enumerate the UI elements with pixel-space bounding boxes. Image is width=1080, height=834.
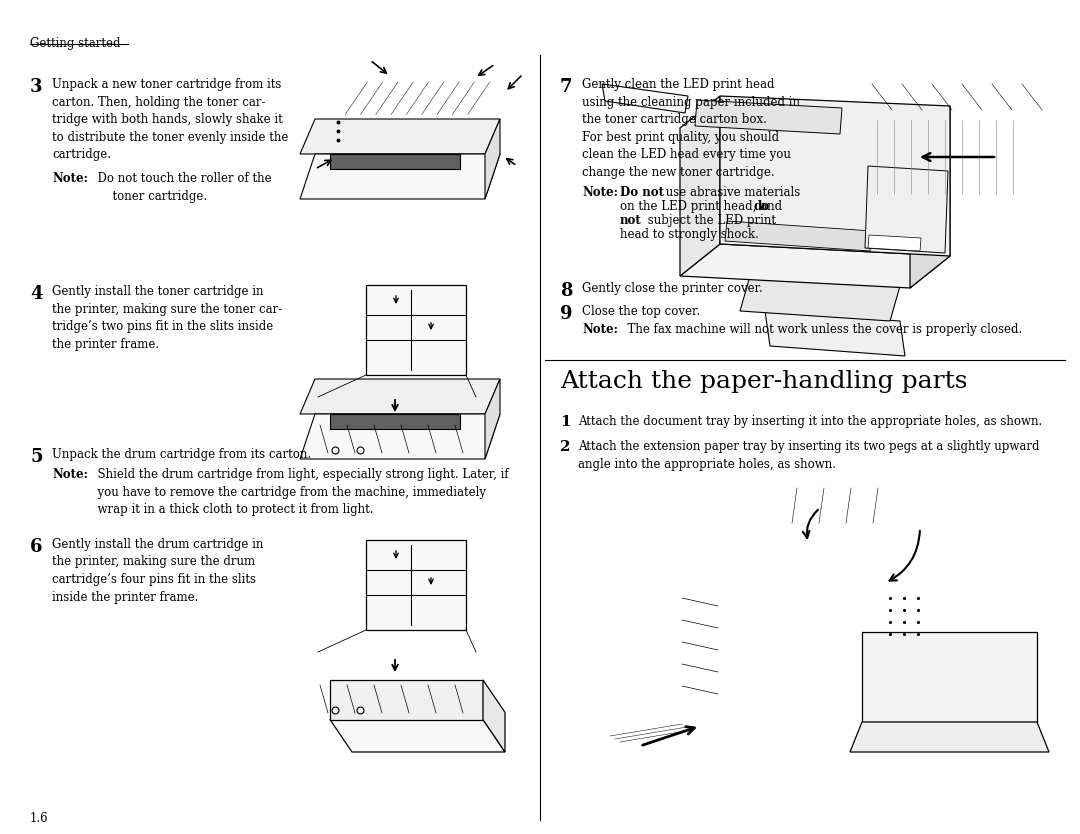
Text: 6: 6	[30, 538, 42, 556]
Text: Note:: Note:	[582, 186, 618, 199]
Polygon shape	[300, 379, 500, 414]
Text: Shield the drum cartridge from light, especially strong light. Later, if
  you h: Shield the drum cartridge from light, es…	[90, 468, 509, 516]
Polygon shape	[868, 235, 921, 251]
Polygon shape	[850, 722, 1049, 752]
Text: Note:: Note:	[52, 172, 87, 185]
Polygon shape	[765, 311, 905, 356]
Text: Unpack a new toner cartridge from its
carton. Then, holding the toner car-
tridg: Unpack a new toner cartridge from its ca…	[52, 78, 288, 161]
Text: Do not: Do not	[620, 186, 664, 199]
Polygon shape	[330, 720, 505, 752]
Text: Attach the extension paper tray by inserting its two pegs at a slightly upward
a: Attach the extension paper tray by inser…	[578, 440, 1039, 470]
Polygon shape	[680, 244, 950, 288]
Polygon shape	[865, 166, 948, 253]
Text: Unpack the drum cartridge from its carton.: Unpack the drum cartridge from its carto…	[52, 448, 311, 461]
Polygon shape	[725, 221, 872, 251]
Text: not: not	[620, 214, 642, 227]
Polygon shape	[602, 84, 688, 113]
Polygon shape	[680, 96, 720, 276]
Polygon shape	[720, 96, 950, 256]
Text: 1.6: 1.6	[30, 812, 49, 825]
Polygon shape	[330, 414, 460, 429]
Polygon shape	[300, 119, 500, 154]
Bar	[335, 124, 380, 152]
Text: The fax machine will not work unless the cover is properly closed.: The fax machine will not work unless the…	[620, 323, 1023, 336]
Text: Attach the paper-handling parts: Attach the paper-handling parts	[561, 370, 968, 393]
Text: 7: 7	[561, 78, 572, 96]
Text: 9: 9	[561, 305, 572, 323]
Polygon shape	[300, 414, 500, 459]
Text: Do not touch the roller of the
      toner cartridge.: Do not touch the roller of the toner car…	[90, 172, 272, 203]
Text: Note:: Note:	[582, 323, 618, 336]
Text: Gently clean the LED print head
using the cleaning paper included in
the toner c: Gently clean the LED print head using th…	[582, 78, 800, 178]
Text: Gently install the drum cartridge in
the printer, making sure the drum
cartridge: Gently install the drum cartridge in the…	[52, 538, 264, 604]
Text: Getting started: Getting started	[30, 37, 121, 50]
Polygon shape	[330, 680, 483, 720]
Bar	[366, 285, 465, 375]
Polygon shape	[862, 632, 1037, 722]
Text: 1: 1	[561, 415, 570, 429]
Text: Gently install the toner cartridge in
the printer, making sure the toner car-
tr: Gently install the toner cartridge in th…	[52, 285, 282, 350]
Polygon shape	[485, 379, 500, 459]
Text: subject the LED print: subject the LED print	[644, 214, 777, 227]
Bar	[366, 540, 465, 630]
Text: Gently close the printer cover.: Gently close the printer cover.	[582, 282, 762, 295]
Text: 3: 3	[30, 78, 42, 96]
Text: on the LED print head, and: on the LED print head, and	[620, 200, 786, 213]
Polygon shape	[485, 119, 500, 199]
Text: Attach the document tray by inserting it into the appropriate holes, as shown.: Attach the document tray by inserting it…	[578, 415, 1042, 428]
Polygon shape	[696, 100, 842, 134]
Text: 8: 8	[561, 282, 572, 300]
Polygon shape	[910, 106, 950, 288]
Text: 5: 5	[30, 448, 42, 466]
Text: Note:: Note:	[52, 468, 87, 481]
Polygon shape	[300, 154, 500, 199]
Text: do: do	[754, 200, 770, 213]
Polygon shape	[740, 276, 900, 321]
Text: head to strongly shock.: head to strongly shock.	[620, 228, 759, 241]
Text: use abrasive materials: use abrasive materials	[662, 186, 800, 199]
Text: 2: 2	[561, 440, 570, 454]
Polygon shape	[483, 680, 505, 752]
Text: Close the top cover.: Close the top cover.	[582, 305, 700, 318]
Polygon shape	[330, 154, 460, 169]
Text: 4: 4	[30, 285, 42, 303]
